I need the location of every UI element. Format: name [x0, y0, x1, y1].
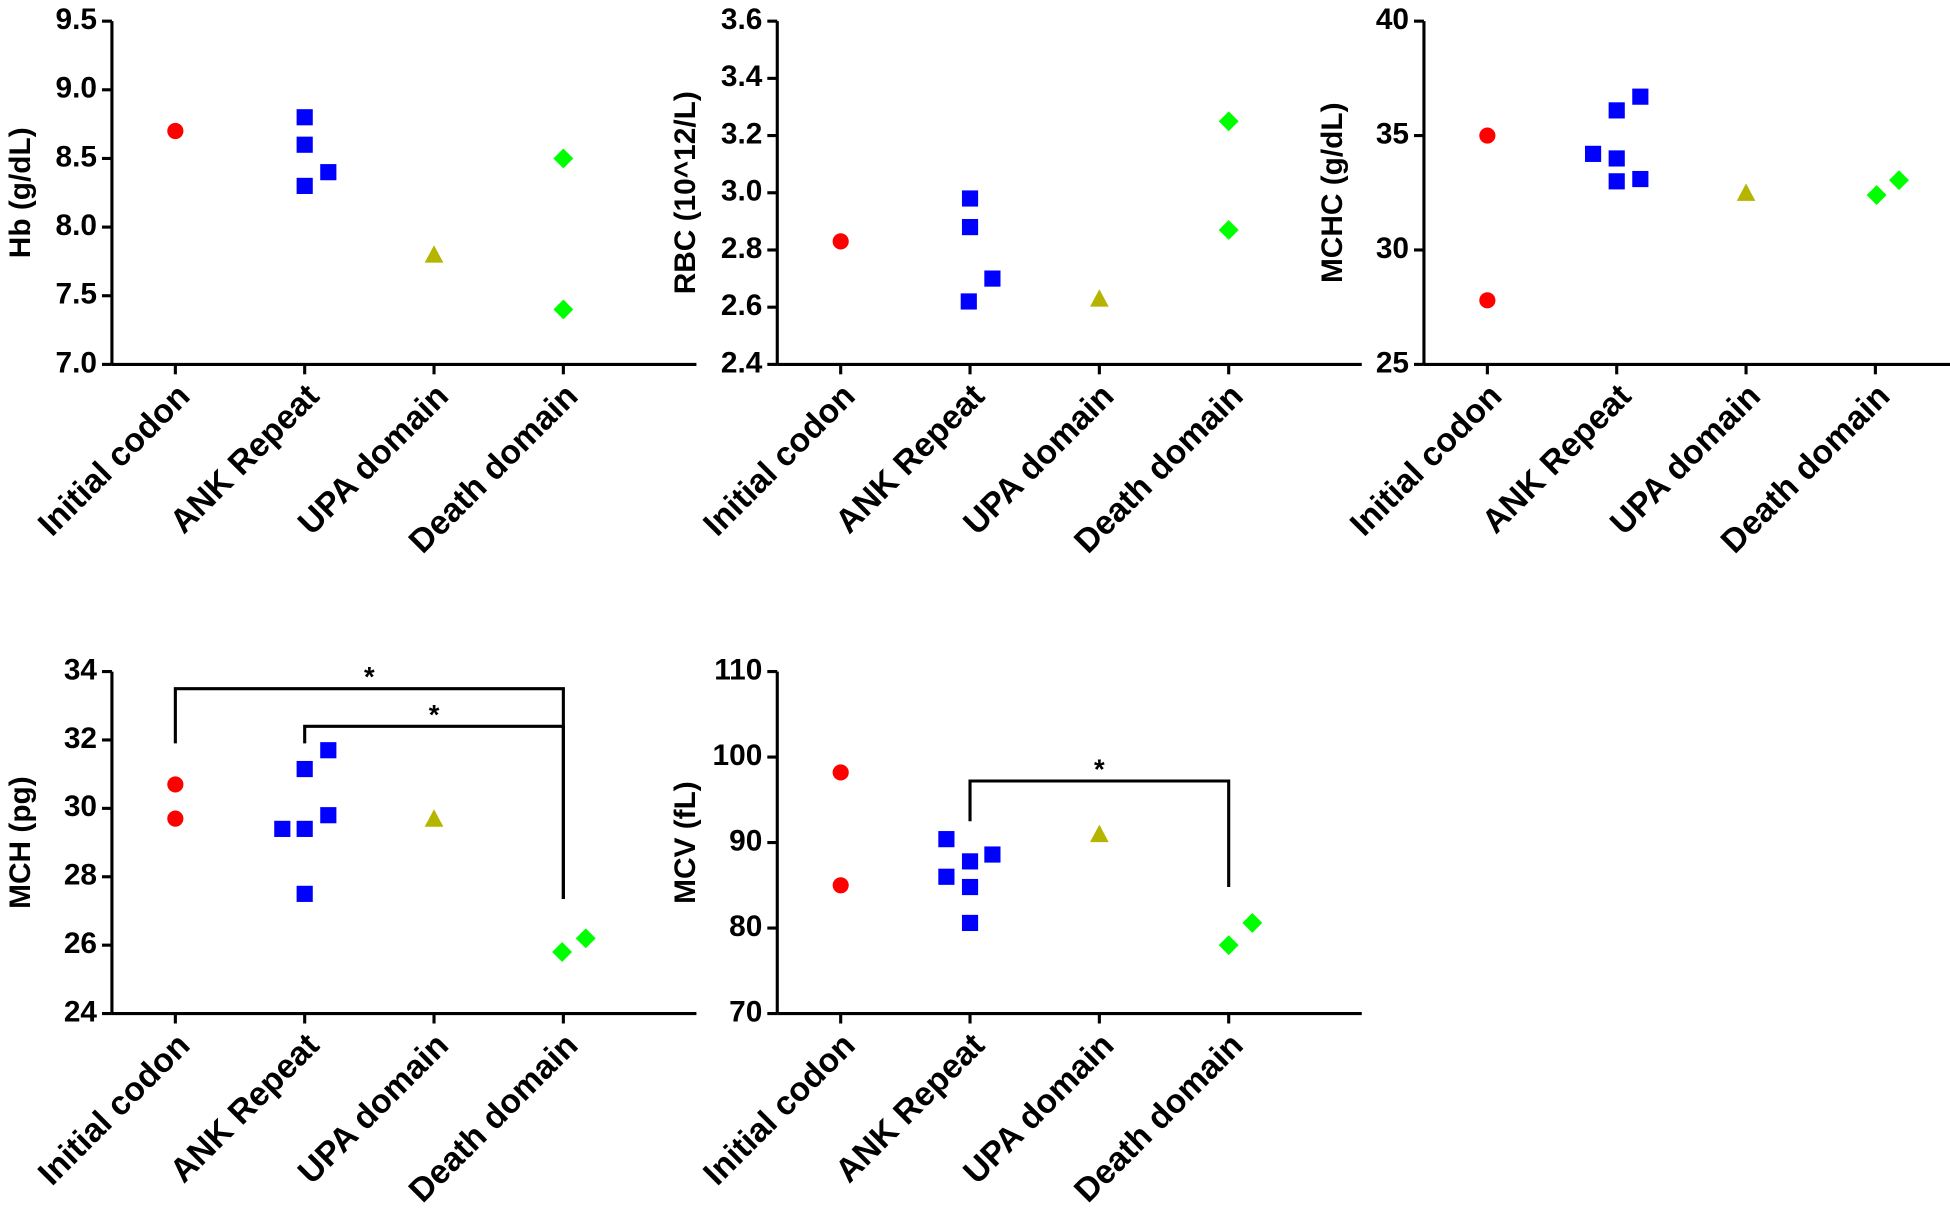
- y-axis-title: MCH (pg): [4, 776, 37, 909]
- y-tick-label: 110: [714, 653, 762, 686]
- y-tick-label: 3.0: [721, 175, 762, 208]
- data-point: [832, 233, 849, 250]
- y-tick-label: 9.0: [56, 72, 97, 105]
- data-point: [553, 299, 574, 320]
- data-point: [1479, 127, 1496, 144]
- data-point: [960, 293, 977, 310]
- data-point: [961, 190, 979, 207]
- data-point: [167, 776, 184, 793]
- data-point: [296, 136, 313, 153]
- significance-label: *: [364, 661, 375, 692]
- data-point: [1889, 170, 1909, 191]
- significance-label: *: [1094, 754, 1105, 785]
- y-axis-title: Hb (g/dL): [4, 127, 37, 258]
- data-point: [320, 742, 337, 759]
- y-tick-label: 8.0: [56, 209, 97, 242]
- data-point: [1090, 289, 1109, 307]
- significance-label: *: [429, 699, 440, 730]
- y-tick-label: 24: [64, 995, 98, 1028]
- data-point: [424, 245, 444, 263]
- data-point: [296, 760, 313, 778]
- y-tick-label: 40: [1376, 3, 1409, 36]
- data-point: [1218, 935, 1239, 956]
- data-point: [961, 878, 979, 896]
- data-point: [1242, 912, 1263, 933]
- data-point: [296, 109, 313, 126]
- data-point: [296, 177, 313, 194]
- data-point: [1866, 185, 1887, 206]
- data-point: [1632, 88, 1649, 105]
- data-point: [1608, 102, 1625, 119]
- data-point: [1608, 150, 1625, 167]
- y-tick-label: 3.6: [721, 3, 762, 36]
- y-tick-label: 2.8: [721, 232, 762, 265]
- data-point: [320, 164, 337, 181]
- y-tick-label: 30: [1376, 232, 1409, 265]
- data-point: [1584, 145, 1602, 162]
- y-tick-label: 2.6: [721, 289, 762, 322]
- y-tick-label: 32: [64, 722, 97, 755]
- data-point: [1608, 173, 1625, 190]
- y-tick-label: 9.5: [56, 3, 97, 36]
- y-tick-label: 30: [64, 790, 97, 823]
- data-point: [1218, 220, 1239, 240]
- y-tick-label: 7.0: [56, 346, 97, 379]
- data-point: [296, 820, 313, 837]
- y-tick-label: 26: [64, 927, 97, 960]
- y-axis-title: MCV (fL): [669, 781, 702, 904]
- data-point: [296, 885, 313, 902]
- data-point: [424, 809, 444, 827]
- y-tick-label: 70: [729, 995, 762, 1028]
- data-point: [961, 219, 979, 236]
- panel: 7.07.58.08.59.09.5Hb (g/dL)Initial codon…: [4, 3, 697, 561]
- data-point: [832, 877, 849, 894]
- y-tick-label: 28: [64, 859, 97, 892]
- data-point: [167, 810, 184, 827]
- data-point: [167, 122, 184, 140]
- y-tick-label: 2.4: [721, 346, 763, 379]
- y-axis-title: RBC (10^12/L): [669, 91, 702, 294]
- data-point: [274, 820, 291, 837]
- y-tick-label: 80: [729, 910, 762, 943]
- y-axis-title: MCHC (g/dL): [1316, 102, 1349, 283]
- data-point: [984, 846, 1001, 863]
- data-point: [938, 831, 955, 848]
- data-point: [984, 270, 1001, 287]
- y-tick-label: 90: [729, 824, 762, 857]
- significance-bracket: [303, 724, 565, 899]
- data-point: [320, 807, 337, 824]
- y-tick-label: 25: [1376, 346, 1409, 379]
- data-point: [1479, 292, 1496, 309]
- y-tick-label: 8.5: [56, 140, 97, 173]
- data-point: [961, 853, 979, 870]
- y-tick-label: 34: [64, 653, 98, 686]
- y-tick-label: 3.4: [721, 60, 763, 93]
- data-point: [1632, 170, 1649, 188]
- y-tick-label: 7.5: [56, 278, 97, 311]
- data-point: [1090, 824, 1109, 843]
- y-tick-label: 3.2: [721, 117, 762, 150]
- significance-bracket: [968, 779, 1231, 888]
- y-tick-label: 100: [713, 739, 763, 772]
- data-point: [1218, 111, 1239, 132]
- data-point: [961, 914, 979, 932]
- data-point: [1736, 183, 1756, 201]
- data-point: [552, 942, 573, 962]
- data-point: [832, 764, 849, 781]
- data-point: [575, 928, 596, 949]
- data-point: [553, 148, 574, 169]
- y-tick-label: 35: [1376, 117, 1409, 150]
- data-point: [938, 868, 955, 885]
- significance-bracket: [173, 687, 565, 899]
